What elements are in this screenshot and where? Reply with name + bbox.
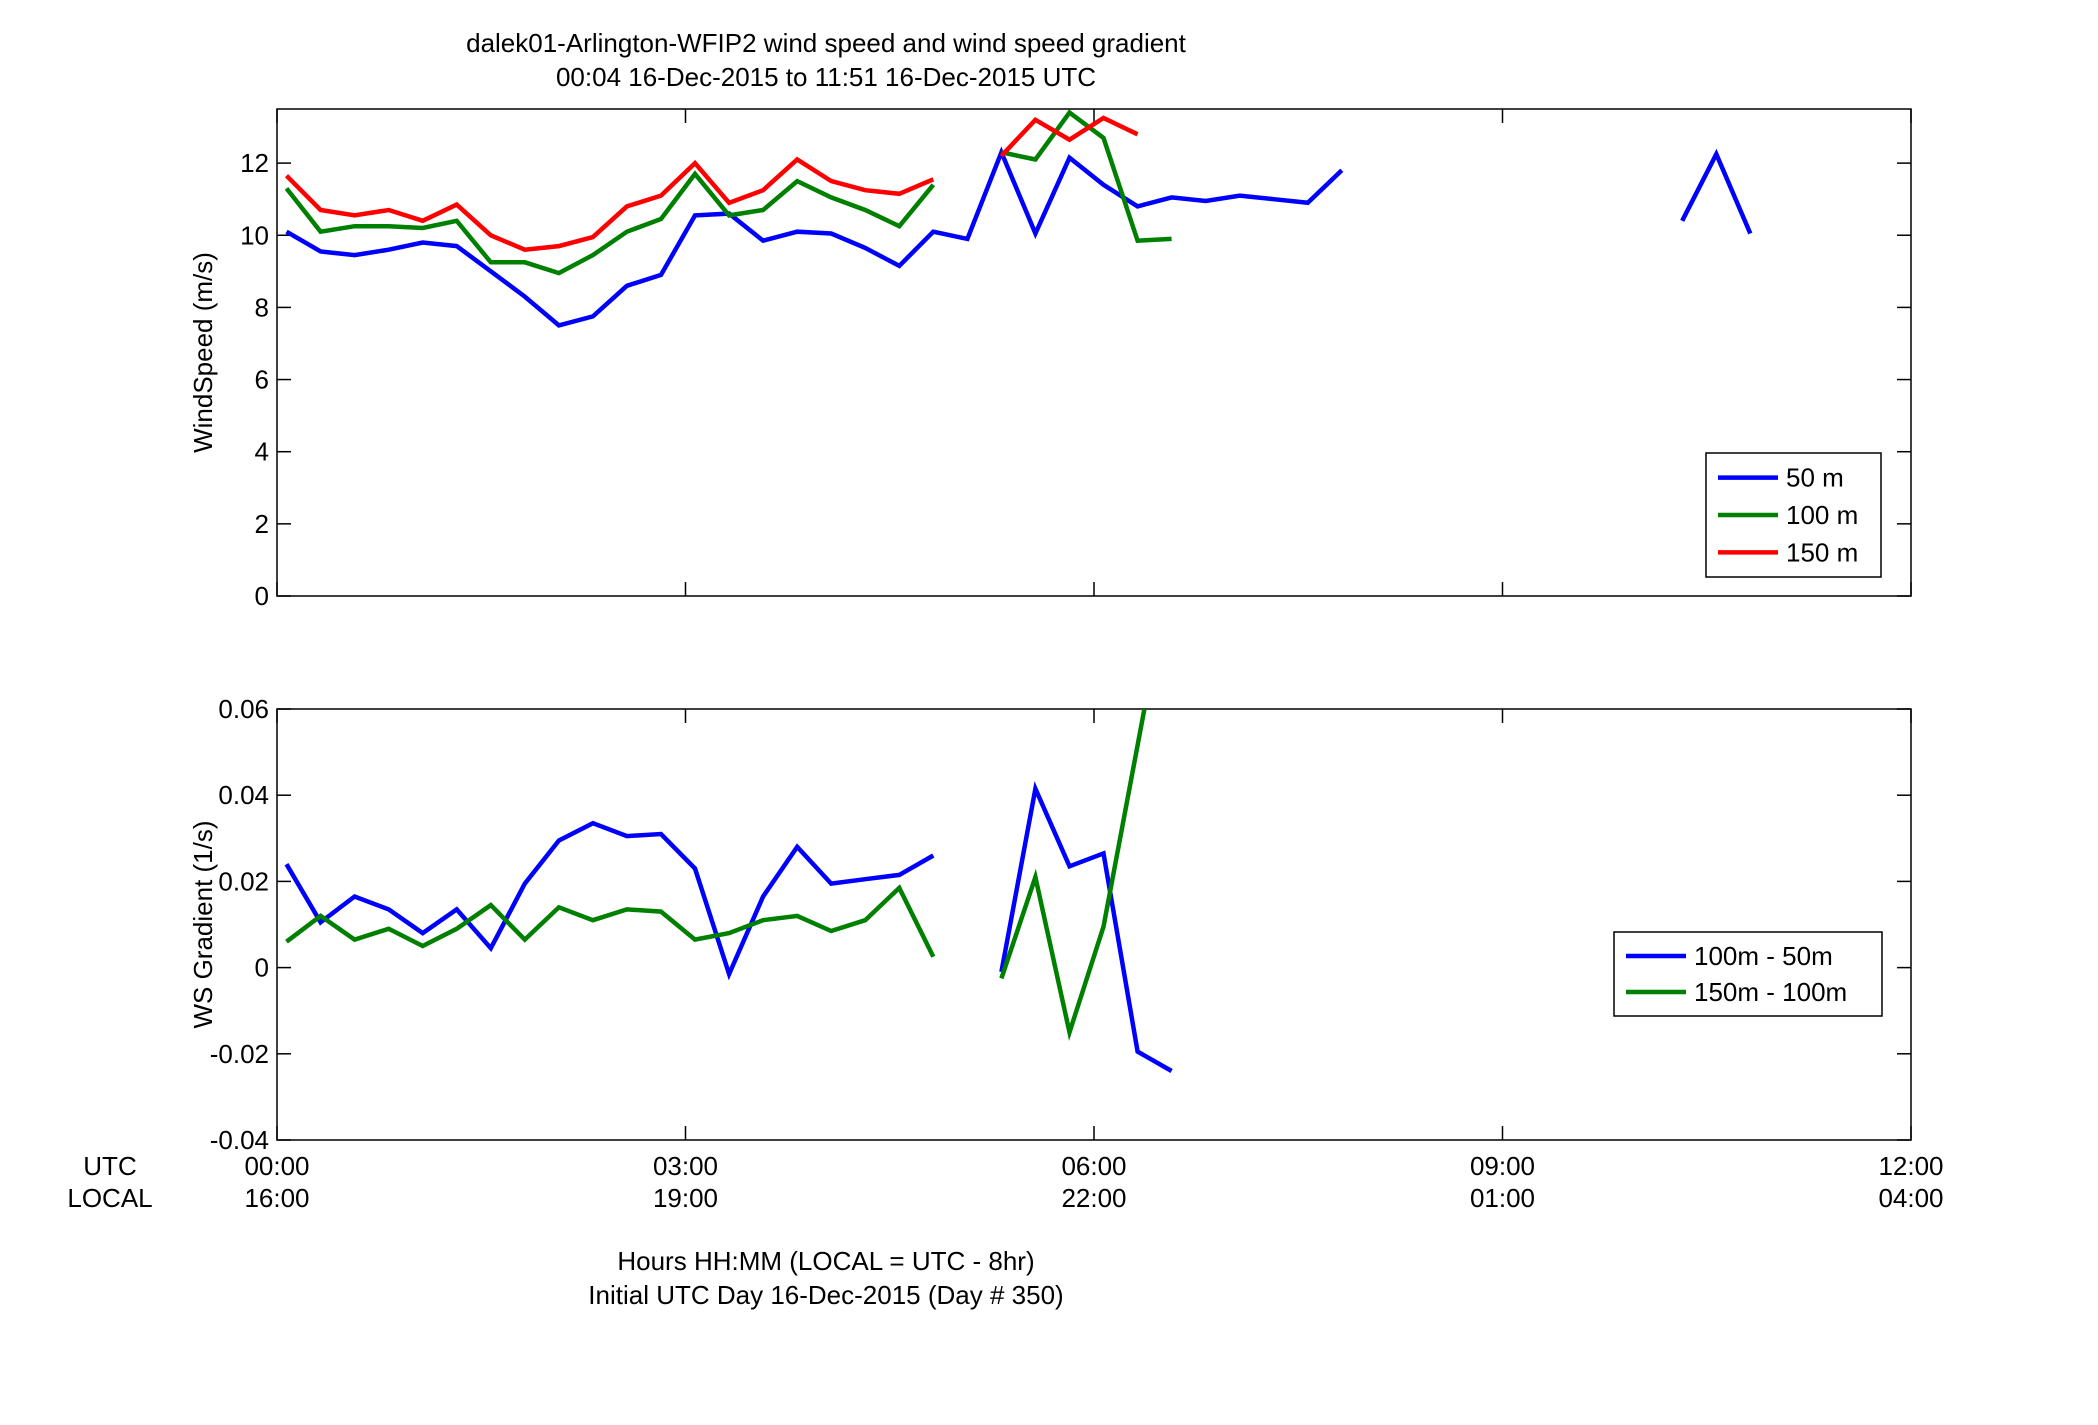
x-tick-label-utc: 12:00	[1878, 1151, 1943, 1181]
legend-label-50-m: 50 m	[1786, 463, 1844, 493]
series-line-50-m	[285, 146, 1344, 328]
legend-label-150m-100m: 150m - 100m	[1694, 977, 1847, 1007]
x-tick-label-local: 19:00	[653, 1183, 718, 1213]
y-tick-label: -0.02	[210, 1039, 269, 1069]
y-tick-label: 8	[255, 292, 269, 322]
series-line-100m-50m	[999, 781, 1173, 1073]
series-line-100-m	[284, 170, 936, 276]
x-axis-label-line1: Hours HH:MM (LOCAL = UTC - 8hr)	[617, 1246, 1034, 1276]
y-tick-label: 0	[255, 581, 269, 611]
y-tick-label: 12	[240, 148, 269, 178]
legend: 100m - 50m 150m - 100m	[1613, 931, 1883, 1017]
series-line-50-m	[1680, 148, 1753, 235]
y-axis-label: WS Gradient (1/s)	[188, 820, 218, 1028]
axes-frame	[276, 108, 1912, 597]
legend: 50 m 100 m 150 m	[1705, 452, 1882, 578]
y-tick-label: 0.06	[218, 694, 269, 724]
y-tick-label: 4	[255, 437, 269, 467]
x-tick-label-utc: 00:00	[244, 1151, 309, 1181]
x-tick-label-utc: 09:00	[1470, 1151, 1535, 1181]
x-axis-label-line2: Initial UTC Day 16-Dec-2015 (Day # 350)	[588, 1280, 1063, 1310]
series-line-100-m	[1000, 109, 1172, 244]
series-line-150-m	[284, 156, 935, 252]
legend-label-150-m: 150 m	[1786, 537, 1858, 567]
legend-box	[1613, 931, 1883, 1017]
y-tick-label: 0.04	[218, 780, 269, 810]
x-tick-label-local: 22:00	[1061, 1183, 1126, 1213]
x-tick-label-local: 16:00	[244, 1183, 309, 1213]
series-line-150m-100m	[285, 884, 936, 958]
series-line-150m-100m	[999, 709, 1147, 1041]
row-label-utc: UTC	[83, 1151, 136, 1181]
figure-title-line1: dalek01-Arlington-WFIP2 wind speed and w…	[466, 28, 1187, 58]
legend-label-100m-50m: 100m - 50m	[1694, 941, 1833, 971]
x-tick-label-utc: 06:00	[1061, 1151, 1126, 1181]
y-tick-label: 0	[255, 953, 269, 983]
figure-title-line2: 00:04 16-Dec-2015 to 11:51 16-Dec-2015 U…	[556, 62, 1096, 92]
y-tick-label: 2	[255, 509, 269, 539]
legend-label-100-m: 100 m	[1786, 500, 1858, 530]
row-label-local: LOCAL	[67, 1183, 152, 1213]
series-line-100m-50m	[284, 820, 935, 981]
windspeed-plot: 0 2 4 6 8 10 12 WindSpeed (m/s) 50 m 100 m 150 m	[188, 108, 1912, 611]
y-tick-label: 10	[240, 220, 269, 250]
series-line-150-m	[999, 115, 1139, 158]
x-tick-label-utc: 03:00	[653, 1151, 718, 1181]
y-tick-label: -0.04	[210, 1125, 269, 1155]
y-axis-label: WindSpeed (m/s)	[188, 252, 218, 453]
axes-frame	[276, 708, 1912, 1141]
x-tick-label-local: 04:00	[1878, 1183, 1943, 1213]
y-tick-label: 0.02	[218, 866, 269, 896]
y-tick-label: 6	[255, 365, 269, 395]
x-tick-label-local: 01:00	[1470, 1183, 1535, 1213]
gradient-plot: -0.04 -0.02 0 0.02 0.04 0.06 WS Gradient (1/s)…	[188, 694, 1912, 1155]
